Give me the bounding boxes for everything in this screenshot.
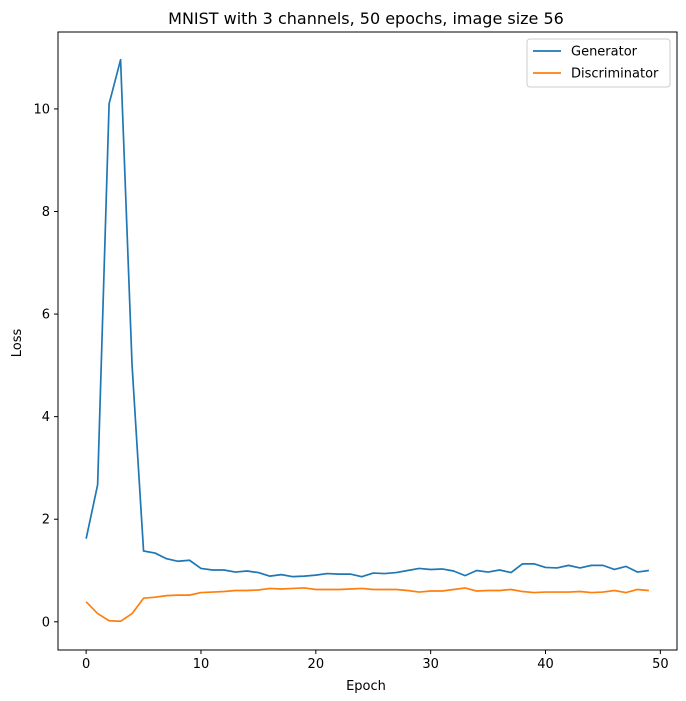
y-tick-label-1: 2 (42, 513, 50, 528)
plot-frame (57, 31, 678, 651)
x-tick-label-1: 10 (193, 657, 210, 672)
legend: Generator Discriminator (526, 38, 671, 88)
x-tick-label-3: 30 (422, 657, 439, 672)
chart-title: MNIST with 3 channels, 50 epochs, image … (168, 9, 564, 28)
plot-area: 0 10 20 30 40 50 0 2 4 6 8 10 (33, 31, 678, 672)
x-axis-label: Epoch (346, 679, 386, 694)
legend-box (526, 38, 671, 88)
legend-label-generator: Generator (571, 45, 638, 60)
x-tick-label-4: 40 (537, 657, 554, 672)
series-line-generator (85, 58, 649, 578)
x-tick-label-0: 0 (82, 657, 90, 672)
y-tick-label-4: 8 (42, 205, 50, 220)
y-tick-label-5: 10 (33, 102, 50, 117)
x-tick-label-2: 20 (308, 657, 325, 672)
series-line-discriminator (85, 587, 649, 623)
y-tick-label-3: 6 (42, 308, 50, 323)
y-axis-label: Loss (10, 329, 25, 358)
y-tick-label-2: 4 (42, 410, 50, 425)
x-tick-label-5: 50 (652, 657, 669, 672)
y-tick-label-0: 0 (42, 615, 50, 630)
legend-label-discriminator: Discriminator (571, 67, 659, 82)
